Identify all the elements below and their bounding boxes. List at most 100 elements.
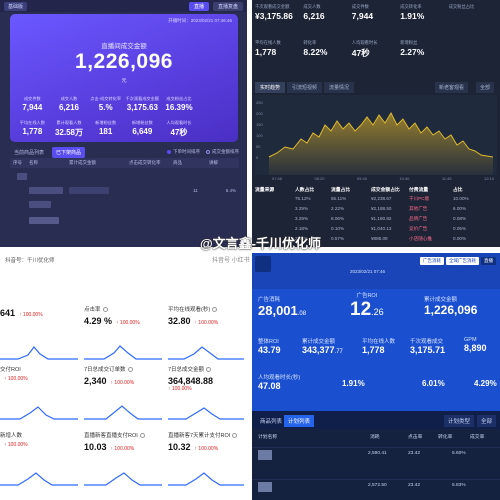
col-product: 商品 — [173, 160, 182, 165]
kpi-label: 成交粉丝占比 — [448, 4, 475, 9]
tab-campaigns[interactable]: 计划列表 — [284, 415, 315, 427]
help-icon[interactable] — [206, 366, 212, 372]
traffic-table-header: 流量来源 人数占比 流量占比 成交金额占比 付费流量 占比 — [255, 186, 497, 193]
stat-cell: 成交粉丝占比 16.39% — [161, 96, 198, 112]
table-row[interactable] — [10, 170, 239, 182]
cell: 小店随心推 — [409, 236, 432, 241]
metric-label: 7日总成交订单数 — [84, 365, 166, 373]
table-row: 3.29% 8.06% ¥1,180.82 品牌广告 0.08% — [255, 216, 497, 222]
all-filter[interactable]: 全部 — [475, 82, 494, 93]
help-icon[interactable] — [102, 306, 108, 312]
tab-short-video[interactable]: 引流短视频 — [287, 82, 323, 93]
blurred-thumbnail — [29, 216, 59, 224]
help-icon[interactable] — [127, 366, 133, 372]
metric-value: 364,848.88 — [168, 376, 214, 386]
kpi-cell: 成交粉丝占比 — [449, 4, 497, 21]
table-row[interactable] — [10, 198, 239, 210]
kpi-cell — [449, 40, 497, 59]
tab-current-products[interactable]: 当前商品列表 — [14, 150, 45, 156]
tab-products[interactable]: 商品列表 — [260, 419, 283, 425]
cell: 3.29% — [295, 216, 309, 221]
metric-ad-spend: 广告消耗 28,001.08 — [258, 295, 306, 318]
cell-cvr: 5.83% — [452, 483, 466, 488]
stat-cell — [197, 96, 234, 112]
product-table-header: 序号 名称 累计成交金额 点击成交转化率 商品 讲解 — [10, 158, 239, 168]
trend-line — [268, 111, 494, 158]
metric-overall-roi: 整体ROI 43.79 — [258, 337, 281, 355]
stat-cell: 新增粉丝数 181 — [87, 120, 124, 138]
metric-cell[interactable]: 7日总成交金额 364,848.88 ↑ 100.00% — [168, 365, 247, 423]
version-tag[interactable]: 基础版 — [4, 1, 28, 11]
sparkline — [84, 405, 162, 420]
help-icon[interactable] — [212, 306, 218, 312]
cell: 0.00% — [453, 236, 467, 241]
campaign-thumbnail — [258, 482, 272, 492]
cell: 6.00% — [453, 206, 467, 211]
metric-label-text: 7日总成交订单数 — [84, 367, 126, 373]
stat-label: 成交人数 — [60, 96, 78, 101]
col-traffic-ratio: 流量占比 — [331, 188, 351, 193]
metric-cell[interactable]: 交付ROI ↑ 100.00% — [0, 365, 82, 423]
table-row[interactable]: 11 6.4% — [10, 184, 239, 196]
metric-change: ↑ 100.00% — [194, 320, 219, 326]
metric-label: 广告ROI — [356, 293, 378, 299]
kpi-row-1: 千次观看成交金额 ¥3,175.86 成交人数 6,216 成交件数 7,944 成交… — [255, 4, 497, 21]
metric-label: 7日总成交金额 — [168, 365, 247, 373]
campaign-thumbnail — [258, 450, 272, 460]
sort-label: 成交金额排序 — [212, 149, 239, 154]
chip-live[interactable]: 直播 — [481, 257, 496, 265]
chip-all-ad-spend[interactable]: 全域广告消耗 — [446, 257, 479, 265]
metric-cell[interactable]: 点击率 4.29 % ↑ 100.00% — [84, 305, 166, 363]
metric-avg-online: 平均在线人数 1,778 — [362, 337, 395, 355]
blurred-index — [17, 172, 27, 180]
metric-change: ↑ 100.00% — [110, 380, 135, 386]
sparkline — [84, 345, 162, 360]
metric-label-text: 7日总成交金额 — [168, 367, 205, 373]
stat-cell: 成交件数 7,944 — [14, 96, 51, 112]
metric-ad-roi: 广告ROI 12.26 — [350, 291, 384, 321]
campaign-filters: 计划类型 全部 — [443, 415, 496, 427]
metric-change: ↑ 100.00% — [4, 376, 28, 382]
help-icon[interactable] — [232, 432, 238, 438]
live-button[interactable]: 直播 — [188, 1, 209, 11]
metric-value-decimals: .26 — [371, 307, 384, 317]
y-tick: 200 — [256, 111, 263, 116]
metric-cell[interactable]: 641 ↑ 100.00% — [0, 305, 82, 363]
campaign-all-filter[interactable]: 全部 — [476, 415, 496, 427]
metric-cell[interactable]: 平均在线观看(秒) 32.80 ↑ 100.00% — [168, 305, 247, 363]
cell: 品牌广告 — [409, 216, 428, 221]
chip-ad-spend[interactable]: 广告消耗 — [420, 257, 444, 265]
metric-label: 交付ROI — [0, 367, 21, 373]
watermark-sub: 抖音号 小红书 — [212, 258, 250, 264]
metric-cell[interactable]: 新增人数 ↑ 100.00% — [0, 431, 82, 489]
metric-label-text: 平均在线观看(秒) — [168, 307, 211, 313]
metric-value-decimals: .08 — [297, 311, 307, 317]
tab-realtime-trend[interactable]: 实时趋势 — [255, 82, 286, 93]
help-icon[interactable] — [139, 432, 145, 438]
live-review-button[interactable]: 直播复盘 — [212, 1, 243, 11]
metric-cell[interactable]: 7日总成交订单数 2,340 ↑ 100.00% — [84, 365, 166, 423]
table-row[interactable]: 2,590.41 23.42 5.60% — [252, 447, 500, 461]
sort-by-sales[interactable]: 成交金额排序 — [206, 149, 239, 155]
hero-card: 开播时间：2023/02/21 07:46:46 直播间成交金额 1,226,0… — [10, 14, 238, 142]
cell: 其他广告 — [409, 206, 428, 211]
stat-cell: 平均在线人数 1,778 — [14, 120, 51, 138]
cell: 8.06% — [331, 216, 345, 221]
table-row[interactable]: 2,572.50 23.42 5.83% — [252, 479, 500, 493]
kpi-value: ¥3,175.86 — [255, 11, 293, 21]
campaign-type-filter[interactable]: 计划类型 — [443, 415, 474, 427]
cell: ¥1,180.82 — [371, 216, 392, 221]
tab-traffic[interactable]: 流量情况 — [324, 82, 355, 93]
new-old-viewer-filter[interactable]: 新老客观看 — [434, 82, 468, 93]
table-row[interactable] — [10, 214, 239, 226]
metric-value: 6.01% — [422, 379, 445, 388]
radio-icon — [167, 149, 171, 154]
y-tick: 100 — [256, 133, 263, 138]
metric-cell[interactable]: 直播新客7天累计支付ROI 10.32 ↑ 100.00% — [168, 431, 247, 489]
metric-change: ↑ 100.00% — [110, 446, 135, 452]
sort-by-order-time[interactable]: 下单时间排序 — [167, 149, 200, 155]
tab-delisted-products[interactable]: 已下架商品 — [52, 147, 86, 158]
metric-cell[interactable]: 直播新客直播支付ROI 10.03 ↑ 100.00% — [84, 431, 166, 489]
blurred-thumbnail — [29, 186, 63, 194]
metric-value: 28,001.08 — [258, 303, 306, 318]
